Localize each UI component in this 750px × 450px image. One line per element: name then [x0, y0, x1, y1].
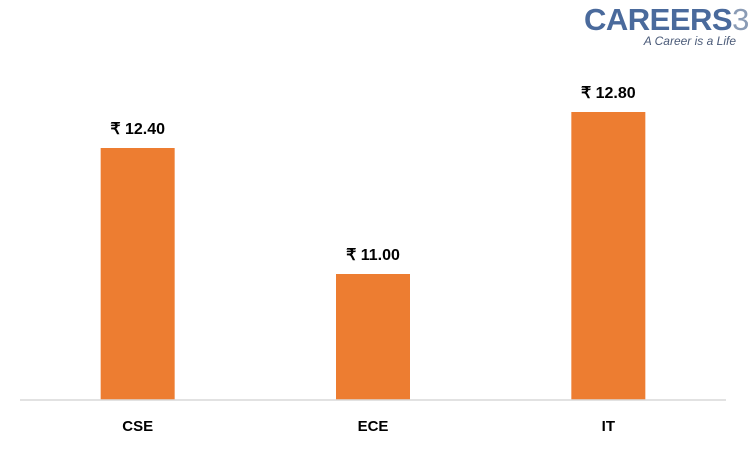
bar-cse [100, 148, 175, 400]
x-tick-label-cse: CSE [122, 418, 153, 435]
careers360-logo: CAREERS360 A Career is a Life [584, 2, 750, 48]
data-label-cse: ₹ 12.40 [110, 121, 165, 138]
data-label-it: ₹ 12.80 [581, 85, 636, 102]
logo-tagline: A Career is a Life [643, 34, 736, 48]
bars-layer [100, 112, 646, 400]
bar-ece [336, 274, 410, 400]
labels-layer: ₹ 12.40 CSE ₹ 11.00 ECE ₹ 12.80 IT [110, 85, 635, 435]
logo-brand-number: 360 [732, 2, 750, 37]
x-tick-label-it: IT [602, 418, 615, 435]
logo-brand-word: CAREERS [584, 2, 733, 37]
x-tick-label-ece: ECE [358, 418, 389, 435]
data-label-ece: ₹ 11.00 [346, 247, 400, 264]
bar-it [571, 112, 646, 400]
logo-wordmark: CAREERS360 [584, 2, 750, 38]
